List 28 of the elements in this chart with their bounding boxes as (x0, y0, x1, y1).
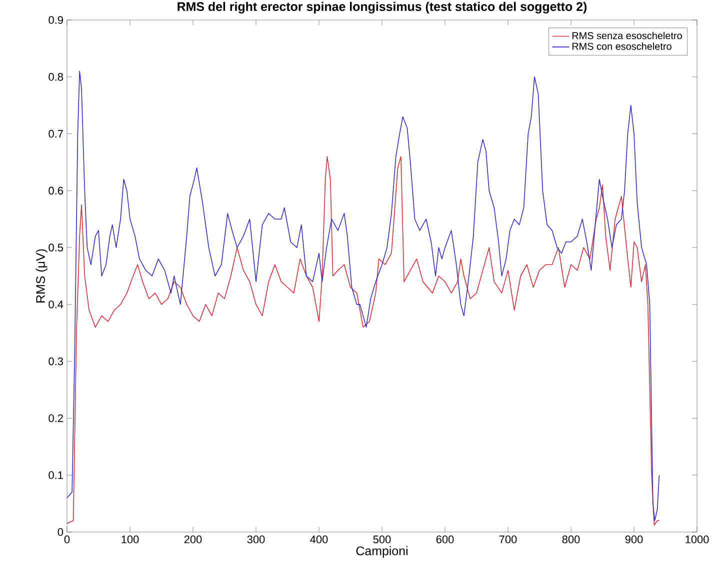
y-tick-label: 0.1 (48, 471, 63, 479)
x-axis-title: Campioni (356, 546, 408, 558)
y-tick-label: 0.3 (48, 357, 63, 366)
y-tick-label: 0.7 (48, 130, 63, 138)
x-tick-label: 200 (184, 536, 202, 544)
x-tick-label: 800 (562, 536, 580, 544)
y-tick-label: 0.9 (48, 16, 63, 24)
x-tick-label: 700 (499, 536, 517, 544)
x-tick-label: 600 (436, 536, 454, 544)
y-tick-label: 0.4 (48, 300, 64, 308)
y-tick-label: 0.8 (48, 73, 63, 81)
legend-label: RMS senza esoscheletro (572, 32, 682, 40)
x-tick-label: 0 (64, 536, 70, 544)
x-tick-label: 500 (373, 536, 391, 544)
y-tick-label: 0.6 (48, 186, 63, 195)
x-tick-label: 1000 (686, 536, 709, 544)
x-tick-label: 900 (625, 536, 643, 544)
y-tick-label: 0.2 (48, 414, 63, 422)
y-axis-title: RMS (μV) (36, 249, 48, 302)
chart-title: RMS del right erector spinae longissimus (test statico del soggetto 2) (178, 2, 587, 14)
x-tick-label: 300 (247, 536, 265, 544)
legend-label: RMS con esoscheletro (572, 42, 672, 50)
y-tick-label: 0.5 (48, 244, 64, 252)
line-series (67, 156, 660, 526)
x-tick-label: 100 (122, 536, 139, 544)
y-tick-label: 0 (58, 528, 64, 536)
x-tick-label: 400 (310, 536, 328, 544)
line-series (67, 70, 660, 522)
